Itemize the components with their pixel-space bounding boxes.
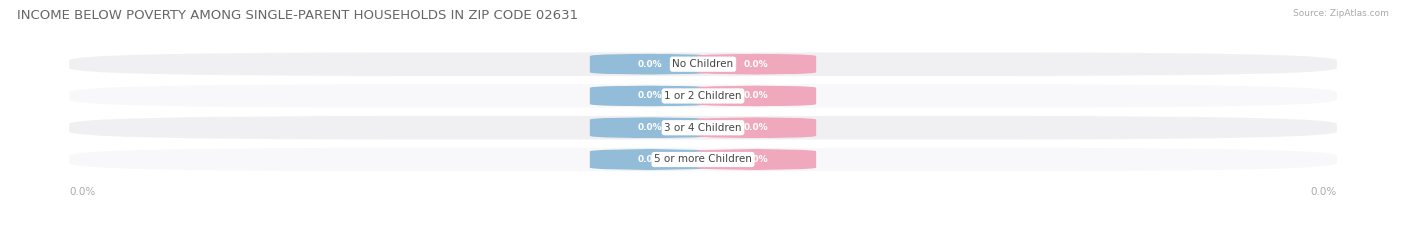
Text: 0.0%: 0.0% <box>637 60 662 69</box>
Text: 0.0%: 0.0% <box>744 92 769 100</box>
FancyBboxPatch shape <box>591 117 710 138</box>
Text: 0.0%: 0.0% <box>744 123 769 132</box>
FancyBboxPatch shape <box>591 85 710 107</box>
FancyBboxPatch shape <box>591 54 710 75</box>
Text: Source: ZipAtlas.com: Source: ZipAtlas.com <box>1294 9 1389 18</box>
FancyBboxPatch shape <box>69 52 1337 76</box>
FancyBboxPatch shape <box>69 116 1337 140</box>
Text: 0.0%: 0.0% <box>637 155 662 164</box>
Text: 0.0%: 0.0% <box>744 60 769 69</box>
Text: 1 or 2 Children: 1 or 2 Children <box>664 91 742 101</box>
FancyBboxPatch shape <box>696 85 815 107</box>
FancyBboxPatch shape <box>696 54 815 75</box>
Text: 0.0%: 0.0% <box>744 155 769 164</box>
FancyBboxPatch shape <box>69 84 1337 108</box>
FancyBboxPatch shape <box>69 148 1337 171</box>
FancyBboxPatch shape <box>696 117 815 138</box>
FancyBboxPatch shape <box>591 149 710 170</box>
Text: 0.0%: 0.0% <box>637 92 662 100</box>
Text: No Children: No Children <box>672 59 734 69</box>
Text: 3 or 4 Children: 3 or 4 Children <box>664 123 742 133</box>
FancyBboxPatch shape <box>696 149 815 170</box>
Text: INCOME BELOW POVERTY AMONG SINGLE-PARENT HOUSEHOLDS IN ZIP CODE 02631: INCOME BELOW POVERTY AMONG SINGLE-PARENT… <box>17 9 578 22</box>
Text: 0.0%: 0.0% <box>637 123 662 132</box>
Text: 5 or more Children: 5 or more Children <box>654 154 752 164</box>
